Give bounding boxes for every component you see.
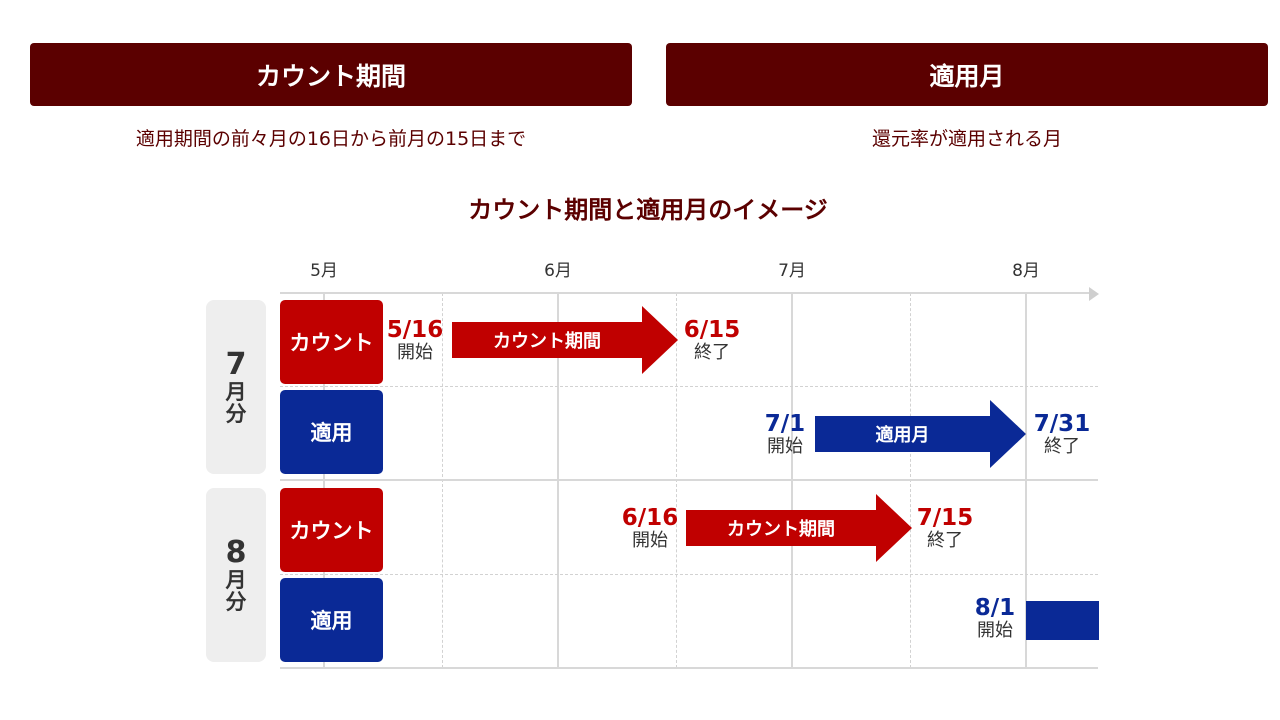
time-axis-arrow-icon	[1089, 287, 1099, 301]
group-july-number: 7	[225, 347, 247, 383]
july-apply-month-arrow: 適用月	[815, 400, 1026, 468]
august-count-end-date: 7/15	[916, 505, 974, 531]
july-count-period-arrow-label: カウント期間	[452, 322, 642, 358]
july-count-end: 6/15 終了	[672, 317, 752, 364]
july-count-end-label: 終了	[694, 342, 730, 364]
july-apply-start-date: 7/1	[764, 411, 806, 437]
row-label-august-apply: 適用	[280, 578, 383, 662]
month-label-june: 6月	[544, 261, 572, 281]
august-apply-month-bar	[1026, 601, 1099, 640]
july-count-start: 5/16 開始	[375, 317, 455, 364]
group-august-unit-top: 月	[225, 567, 247, 592]
group-august: 8 月 分	[206, 488, 266, 662]
july-apply-end: 7/31 終了	[1022, 411, 1102, 458]
group-divider	[280, 479, 1098, 481]
july-apply-month-arrow-label: 適用月	[815, 416, 990, 452]
arrow-right-icon	[642, 306, 678, 374]
july-count-end-date: 6/15	[683, 317, 741, 343]
august-count-start-date: 6/16	[621, 505, 679, 531]
july-count-start-date: 5/16	[386, 317, 444, 343]
august-count-start: 6/16 開始	[610, 505, 690, 552]
time-axis-line	[280, 292, 1092, 294]
group-august-unit-bottom: 分	[225, 589, 247, 614]
august-count-period-arrow: カウント期間	[686, 494, 912, 562]
bottom-line	[280, 667, 1098, 669]
august-apply-start-label: 開始	[977, 620, 1013, 642]
july-count-period-arrow: カウント期間	[452, 306, 678, 374]
apply-month-banner: 適用月	[666, 43, 1268, 106]
arrow-right-icon	[876, 494, 912, 562]
row-divider-july	[280, 386, 1098, 387]
august-count-start-label: 開始	[632, 530, 668, 552]
count-period-description: 適用期間の前々月の16日から前月の15日まで	[135, 128, 527, 150]
row-divider-august	[280, 574, 1098, 575]
group-july: 7 月 分	[206, 300, 266, 474]
august-count-period-arrow-label: カウント期間	[686, 510, 876, 546]
july-apply-end-date: 7/31	[1033, 411, 1091, 437]
count-period-banner-title: カウント期間	[255, 61, 406, 91]
row-label-july-count: カウント	[280, 300, 383, 384]
july-apply-start: 7/1 開始	[745, 411, 825, 458]
month-label-august: 8月	[1012, 261, 1040, 281]
month-label-may: 5月	[310, 261, 338, 281]
apply-month-description: 還元率が適用される月	[871, 128, 1062, 150]
july-count-start-label: 開始	[397, 342, 433, 364]
august-count-end-label: 終了	[927, 530, 963, 552]
apply-month-banner-title: 適用月	[929, 61, 1005, 91]
august-apply-start: 8/1 開始	[955, 595, 1035, 642]
row-label-july-apply: 適用	[280, 390, 383, 474]
month-label-july: 7月	[778, 261, 806, 281]
row-label-august-count: カウント	[280, 488, 383, 572]
group-july-unit-top: 月	[225, 379, 247, 404]
diagram-title: カウント期間と適用月のイメージ	[468, 196, 828, 224]
arrow-right-icon	[990, 400, 1026, 468]
july-apply-end-label: 終了	[1044, 436, 1080, 458]
july-apply-start-label: 開始	[767, 436, 803, 458]
group-july-unit-bottom: 分	[225, 401, 247, 426]
count-period-banner: カウント期間	[30, 43, 632, 106]
august-count-end: 7/15 終了	[905, 505, 985, 552]
group-august-number: 8	[225, 535, 247, 571]
august-apply-start-date: 8/1	[974, 595, 1016, 621]
